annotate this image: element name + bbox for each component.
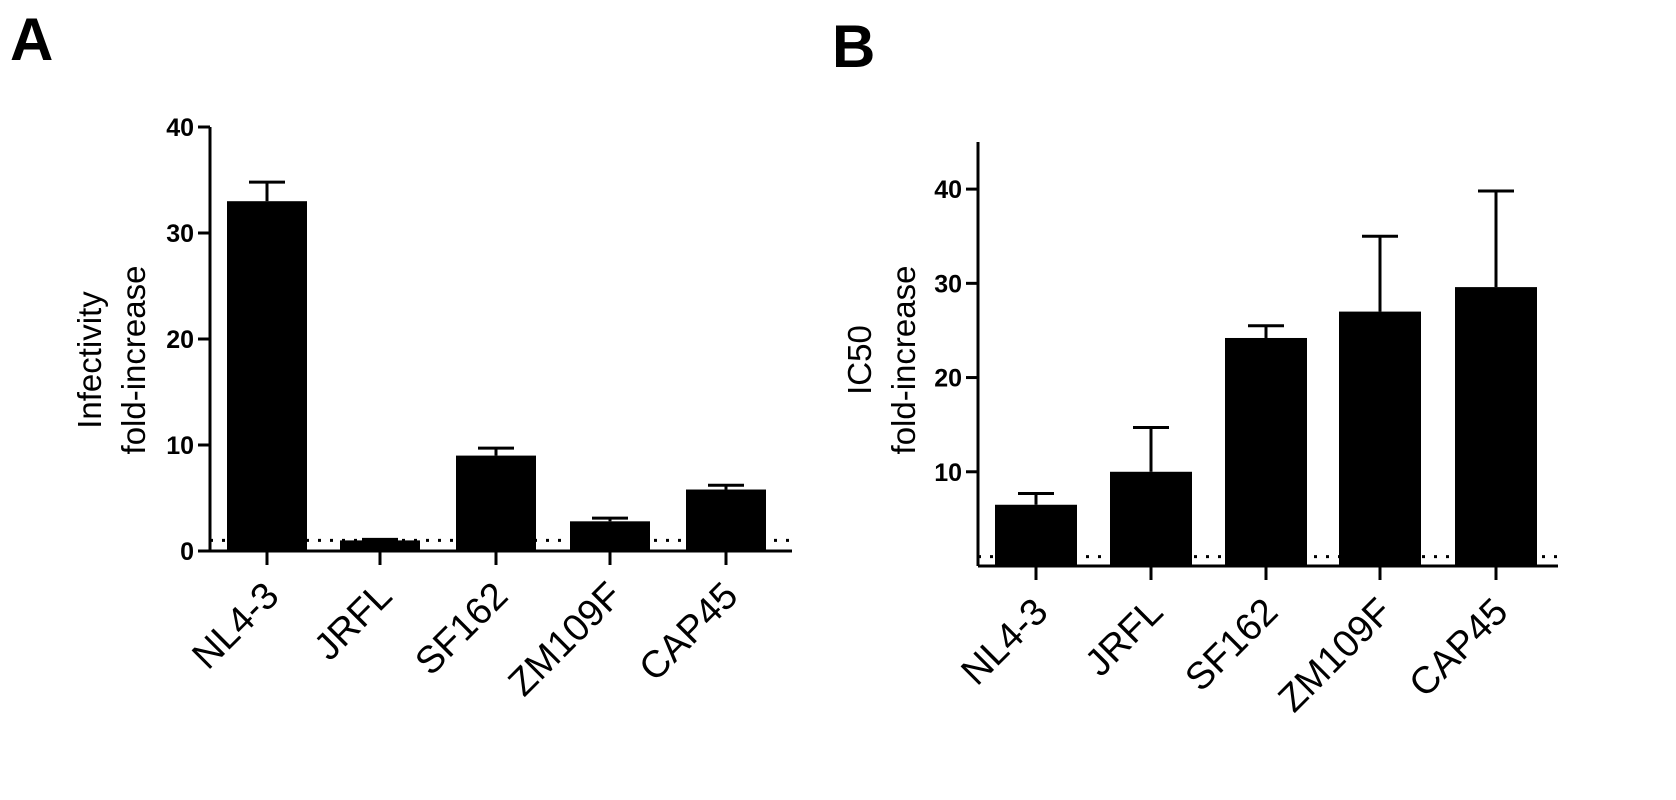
y-tick-label: 10 bbox=[166, 432, 194, 460]
category-label: ZM109F bbox=[1271, 591, 1401, 721]
category-label: CAP45 bbox=[632, 575, 747, 690]
y-axis-title: Infectivity bbox=[71, 291, 108, 429]
bar bbox=[1225, 337, 1307, 566]
bar bbox=[227, 201, 307, 551]
category-label: NL4-3 bbox=[184, 575, 287, 678]
y-tick-label: 30 bbox=[166, 220, 194, 248]
y-tick-label: 0 bbox=[180, 538, 194, 566]
category-label: JRFL bbox=[1077, 591, 1171, 685]
category-label: SF162 bbox=[1177, 591, 1286, 700]
panel-a: A 0 10 20 30 40 Infectivity fold-increase NL4-3 J… bbox=[10, 6, 792, 704]
y-tick-label: 20 bbox=[934, 365, 962, 393]
bar bbox=[570, 521, 650, 551]
category-label: SF162 bbox=[407, 575, 516, 684]
panel-letter: A bbox=[10, 6, 53, 73]
y-tick-label: 30 bbox=[934, 270, 962, 298]
y-axis-title: fold-increase bbox=[885, 266, 922, 455]
bar bbox=[1339, 311, 1421, 566]
y-axis-title: fold-increase bbox=[115, 266, 152, 455]
category-label: ZM109F bbox=[501, 575, 631, 705]
bar bbox=[340, 540, 420, 551]
y-tick-label: 40 bbox=[166, 114, 194, 142]
category-label: NL4-3 bbox=[953, 591, 1056, 694]
bar bbox=[1110, 471, 1192, 566]
panel-letter: B bbox=[832, 13, 875, 80]
bar bbox=[456, 455, 536, 551]
bar bbox=[995, 504, 1077, 566]
category-label: CAP45 bbox=[1402, 591, 1517, 706]
bar bbox=[686, 489, 766, 551]
y-axis-title: IC50 bbox=[841, 325, 878, 395]
bar bbox=[1455, 287, 1537, 566]
y-tick-label: 10 bbox=[934, 459, 962, 487]
category-label: JRFL bbox=[306, 575, 400, 669]
panel-b: B 10 20 30 40 IC50 fold-increase NL4-3 JRFL SF162… bbox=[832, 13, 1558, 720]
y-tick-label: 20 bbox=[166, 326, 194, 354]
y-tick-label: 40 bbox=[934, 176, 962, 204]
